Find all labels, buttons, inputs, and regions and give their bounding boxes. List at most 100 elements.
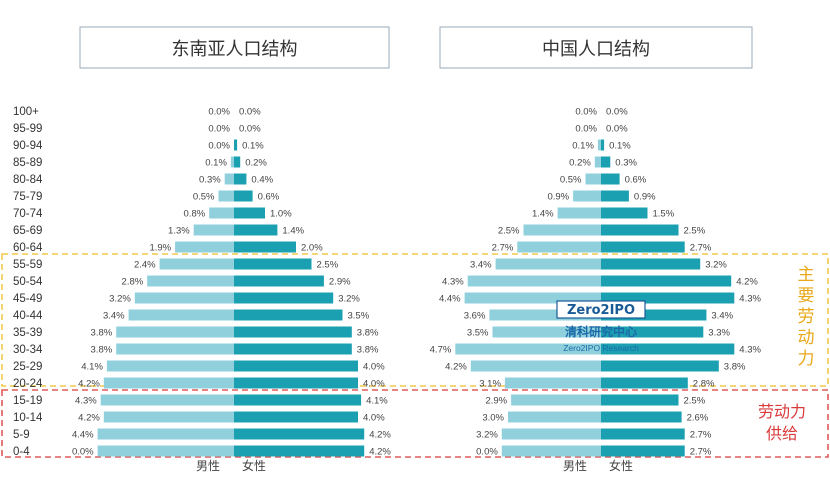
female-bar — [234, 224, 278, 236]
age-group-label: 75-79 — [13, 191, 42, 203]
female-value-label: 0.6% — [625, 175, 647, 186]
male-value-label: 4.4% — [72, 430, 94, 441]
male-bar — [455, 343, 601, 355]
labor-supply-note: 供给 — [766, 424, 798, 443]
male-value-label: 2.8% — [122, 277, 144, 288]
age-group-label: 35-39 — [13, 327, 42, 339]
female-value-label: 4.0% — [363, 413, 385, 424]
female-value-label: 4.2% — [736, 277, 758, 288]
female-bar — [601, 139, 605, 151]
female-value-label: 2.7% — [690, 243, 712, 254]
female-bar — [601, 360, 719, 372]
watermark-en: Zero2IPO Research — [563, 343, 639, 353]
female-value-label: 2.5% — [317, 260, 339, 271]
male-value-label: 4.7% — [430, 345, 452, 356]
male-value-label: 0.0% — [575, 124, 597, 135]
male-bar — [193, 224, 234, 236]
male-bar — [501, 445, 601, 457]
female-value-label: 0.0% — [239, 107, 261, 118]
age-group-label: 0-4 — [13, 446, 30, 458]
female-bar — [234, 139, 238, 151]
female-axis-label: 女性 — [242, 458, 266, 473]
male-value-label: 3.1% — [479, 379, 501, 390]
female-value-label: 2.5% — [684, 226, 706, 237]
male-bar — [218, 190, 234, 202]
male-value-label: 4.3% — [75, 396, 97, 407]
female-value-label: 4.3% — [739, 294, 761, 305]
female-bar — [601, 156, 611, 168]
male-value-label: 0.5% — [560, 175, 582, 186]
female-value-label: 1.5% — [653, 209, 675, 220]
male-bar — [523, 224, 601, 236]
female-bar — [601, 377, 688, 389]
male-bar — [97, 445, 234, 457]
male-bar — [97, 428, 234, 440]
female-value-label: 3.2% — [338, 294, 360, 305]
female-bar — [601, 292, 735, 304]
female-value-label: 2.7% — [690, 447, 712, 458]
female-bar — [234, 428, 365, 440]
female-value-label: 0.0% — [239, 124, 261, 135]
age-group-label: 60-64 — [13, 242, 43, 254]
female-bar — [601, 428, 685, 440]
male-axis-label: 男性 — [563, 459, 587, 473]
chart-title: 东南亚人口结构 — [172, 39, 298, 60]
chart-title: 中国人口结构 — [542, 39, 650, 60]
male-value-label: 0.0% — [208, 124, 230, 135]
watermark-logo-box — [556, 300, 646, 319]
female-value-label: 2.9% — [329, 277, 351, 288]
female-value-label: 3.8% — [357, 345, 379, 356]
female-bar — [234, 326, 352, 338]
female-bar — [601, 326, 704, 338]
male-bar — [508, 411, 601, 423]
female-value-label: 3.8% — [357, 328, 379, 339]
watermark-cn: 清科研究中心 — [565, 324, 637, 339]
male-value-label: 3.5% — [467, 328, 489, 339]
male-value-label: 0.1% — [205, 158, 227, 169]
male-bar — [106, 360, 234, 372]
watermark-brand: Zero2IPO — [567, 303, 635, 318]
male-bar — [116, 326, 234, 338]
male-bar — [597, 139, 601, 151]
female-value-label: 0.3% — [615, 158, 637, 169]
male-value-label: 0.8% — [184, 209, 206, 220]
male-value-label: 4.2% — [78, 379, 100, 390]
age-group-label: 15-19 — [13, 395, 42, 407]
male-bar — [557, 207, 601, 219]
male-value-label: 0.9% — [547, 192, 569, 203]
labor-force-note: 要 — [798, 286, 815, 306]
age-group-label: 85-89 — [13, 157, 42, 169]
female-value-label: 4.0% — [363, 362, 385, 373]
male-bar — [585, 173, 601, 185]
female-bar — [601, 173, 620, 185]
female-axis-label: 女性 — [609, 458, 633, 473]
male-value-label: 0.1% — [572, 141, 594, 152]
male-value-label: 3.8% — [91, 345, 113, 356]
age-group-label: 50-54 — [13, 276, 43, 288]
labor-supply-bracket — [1, 389, 829, 458]
female-value-label: 4.3% — [739, 345, 761, 356]
male-bar — [230, 156, 234, 168]
male-value-label: 2.5% — [498, 226, 520, 237]
female-bar — [234, 241, 296, 253]
female-bar — [234, 343, 352, 355]
female-bar — [601, 411, 682, 423]
male-axis-label: 男性 — [196, 459, 220, 473]
male-bar — [489, 309, 601, 321]
female-value-label: 4.2% — [369, 447, 391, 458]
female-bar — [234, 394, 362, 406]
female-bar — [234, 292, 334, 304]
age-group-label: 45-49 — [13, 293, 42, 305]
male-bar — [573, 190, 601, 202]
male-value-label: 0.3% — [199, 175, 221, 186]
female-value-label: 4.0% — [363, 379, 385, 390]
labor-force-note: 主 — [798, 265, 815, 285]
labor-force-bracket — [1, 253, 829, 387]
male-value-label: 4.3% — [442, 277, 464, 288]
labor-supply-note: 劳动力 — [758, 402, 806, 421]
female-value-label: 3.4% — [711, 311, 733, 322]
female-value-label: 2.0% — [301, 243, 323, 254]
male-bar — [495, 258, 601, 270]
female-value-label: 2.7% — [690, 430, 712, 441]
male-value-label: 0.0% — [208, 107, 230, 118]
